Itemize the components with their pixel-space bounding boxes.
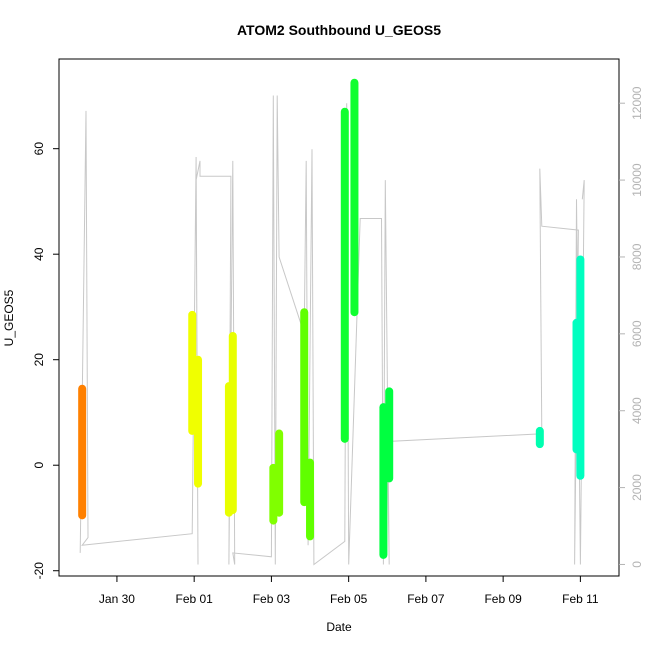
x-tick-label: Feb 03 xyxy=(253,592,291,606)
y-tick-label: 0 xyxy=(32,462,46,469)
data-marks xyxy=(78,78,585,559)
x-tick-label: Feb 09 xyxy=(484,592,522,606)
chart-title: ATOM2 Southbound U_GEOS5 xyxy=(237,22,441,38)
y2-tick-label: 12000 xyxy=(630,86,644,120)
y-tick-label: 40 xyxy=(32,247,46,261)
y2-tick-label: 8000 xyxy=(630,243,644,270)
y2-tick-label: 0 xyxy=(630,561,644,568)
y2-axis: 0 2000 4000 6000 8000 10000 12000 xyxy=(619,86,644,568)
y2-tick-label: 2000 xyxy=(630,474,644,501)
y2-tick-label: 10000 xyxy=(630,163,644,197)
x-axis: Jan 30 Feb 01 Feb 03 Feb 05 Feb 07 Feb 09 Feb … xyxy=(99,576,599,606)
y-axis: -20 0 20 40 60 xyxy=(32,142,59,580)
secondary-series xyxy=(79,95,585,566)
y-tick-label: 20 xyxy=(32,353,46,367)
y2-tick-label: 6000 xyxy=(630,320,644,347)
x-tick-label: Jan 30 xyxy=(99,592,135,606)
secondary-series-line xyxy=(79,95,585,566)
x-tick-label: Feb 01 xyxy=(175,592,213,606)
y2-tick-label: 4000 xyxy=(630,397,644,424)
y-tick-label: 60 xyxy=(32,142,46,156)
x-axis-label: Date xyxy=(326,620,352,634)
y-tick-label: -20 xyxy=(32,562,46,580)
x-tick-label: Feb 07 xyxy=(407,592,445,606)
x-tick-label: Feb 11 xyxy=(562,592,599,606)
x-tick-label: Feb 05 xyxy=(330,592,368,606)
plot-frame xyxy=(58,58,620,577)
y-axis-label: U_GEOS5 xyxy=(2,289,16,346)
